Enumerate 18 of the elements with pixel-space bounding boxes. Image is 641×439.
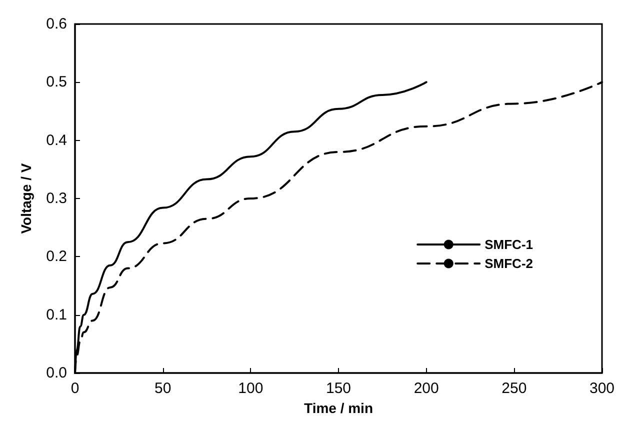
legend-label: SMFC-2 <box>484 256 533 271</box>
y-tick-label: 0.3 <box>46 190 67 207</box>
x-tick-label: 250 <box>502 380 527 397</box>
y-tick-label: 0.1 <box>46 306 67 324</box>
x-tick-label: 100 <box>238 380 264 397</box>
y-tick-label: 0.6 <box>46 16 67 32</box>
x-tick-label: 150 <box>326 380 352 397</box>
legend-label: SMFC-1 <box>484 237 533 252</box>
y-axis-title: Voltage / V <box>18 162 34 234</box>
y-tick-label: 0.4 <box>46 132 67 149</box>
x-tick-label: 200 <box>414 380 439 397</box>
x-tick-label: 0 <box>70 380 80 397</box>
x-tick-label: 300 <box>589 380 615 397</box>
y-tick-label: 0.5 <box>46 74 67 91</box>
y-tick-label: 0.2 <box>46 248 67 266</box>
x-tick-label: 50 <box>154 380 172 397</box>
x-axis-title: Time / min <box>304 400 373 416</box>
y-tick-label: 0.0 <box>46 364 67 382</box>
